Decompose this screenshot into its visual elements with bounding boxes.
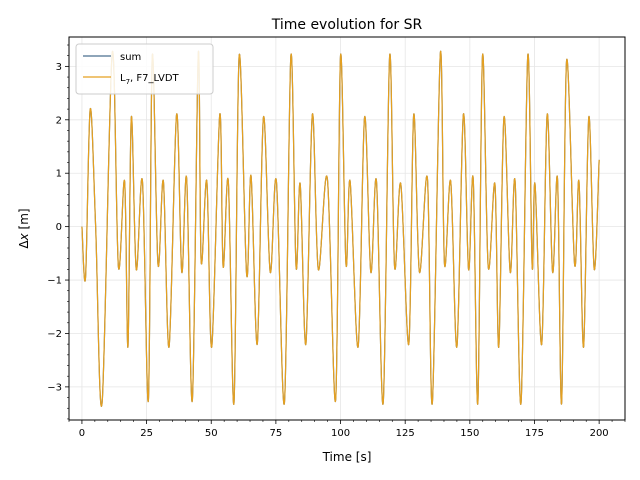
legend-label-lvdt: L7, F7_LVDT [120, 73, 180, 86]
x-axis: 0 25 50 75 100 125 150 175 200 [68, 420, 626, 439]
plot-frame [68, 36, 626, 421]
y-tick-label: 1 [56, 169, 62, 180]
legend-label-lvdt-rest: , F7_LVDT [130, 73, 179, 84]
y-axis-title-prefix: Δ [17, 240, 31, 249]
legend-box [75, 43, 214, 95]
grid [69, 37, 625, 420]
legend-label-lvdt-subscript: 7 [126, 78, 130, 86]
x-tick-label: 50 [205, 428, 218, 439]
y-tick-label: −2 [47, 329, 62, 340]
x-tick-label: 0 [79, 428, 85, 439]
x-tick-label: 175 [525, 428, 544, 439]
y-axis-title-unit: [m] [17, 208, 31, 233]
legend: sum L7, F7_LVDT [75, 43, 214, 95]
x-tick-label: 25 [140, 428, 153, 439]
x-tick-label: 150 [460, 428, 479, 439]
y-tick-label: 3 [56, 62, 62, 73]
y-tick-label: 0 [56, 222, 62, 233]
series-layer [81, 50, 600, 407]
x-tick-label: 125 [396, 428, 415, 439]
y-axis: −3 −2 −1 0 1 2 3 [47, 44, 69, 420]
x-axis-title: Time [s] [322, 450, 372, 464]
legend-label-sum: sum [120, 52, 141, 63]
x-tick-label: 200 [590, 428, 609, 439]
y-axis-title: Δx [m] [17, 208, 31, 248]
legend-label-lvdt-main: L [120, 73, 126, 84]
x-tick-label: 75 [270, 428, 283, 439]
x-tick-label: 100 [331, 428, 350, 439]
y-axis-title-var: x [17, 232, 31, 241]
y-tick-label: 2 [56, 115, 62, 126]
series-line-lvdt [81, 50, 600, 407]
y-tick-label: −3 [47, 382, 62, 393]
y-tick-label: −1 [47, 276, 62, 287]
chart-title: Time evolution for SR [271, 17, 423, 33]
